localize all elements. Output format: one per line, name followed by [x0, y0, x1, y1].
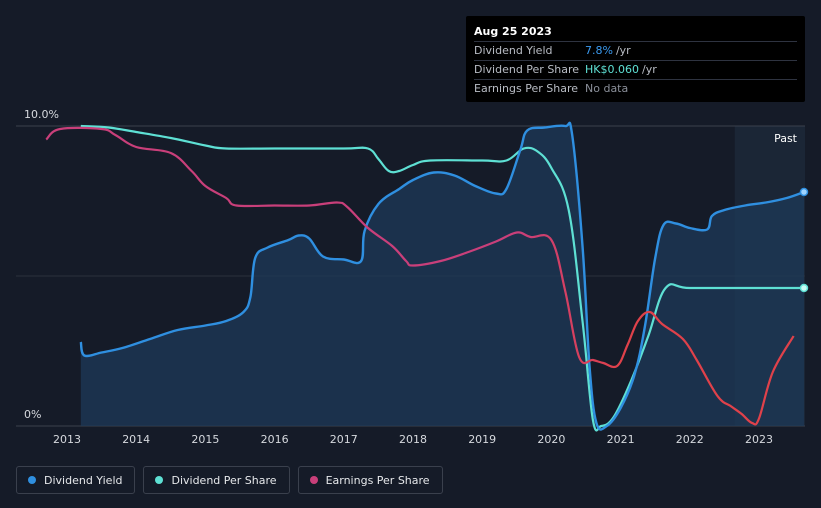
legend-label: Dividend Yield — [44, 473, 123, 487]
legend-item-dividend-per-share[interactable]: Dividend Per Share — [143, 466, 290, 494]
hover-tooltip: Aug 25 2023 Dividend Yield 7.8% /yr Divi… — [466, 16, 805, 102]
legend-item-dividend-yield[interactable]: Dividend Yield — [16, 466, 136, 494]
tooltip-row-name: Earnings Per Share — [474, 82, 579, 95]
tooltip-row-value: 7.8% — [585, 44, 613, 57]
y-axis-max-label: 10.0% — [24, 108, 59, 121]
tooltip-row-dividend-yield: Dividend Yield 7.8% /yr — [474, 42, 797, 61]
dividend-yield-end-marker[interactable] — [799, 187, 809, 197]
dividend-yield-line[interactable] — [79, 121, 805, 431]
x-tick-label: 2013 — [53, 433, 81, 446]
x-tick-label: 2018 — [399, 433, 427, 446]
legend-item-earnings-per-share[interactable]: Earnings Per Share — [297, 466, 443, 494]
x-tick-label: 2023 — [745, 433, 773, 446]
x-tick-label: 2016 — [261, 433, 289, 446]
x-tick-label: 2014 — [122, 433, 150, 446]
x-tick-label: 2020 — [537, 433, 565, 446]
dividend-per-share-end-marker[interactable] — [799, 283, 809, 293]
legend-label: Earnings Per Share — [325, 473, 430, 487]
tooltip-row-name: Dividend Yield — [474, 44, 553, 57]
x-tick-label: 2022 — [676, 433, 704, 446]
past-label: Past — [774, 132, 798, 145]
tooltip-row-name: Dividend Per Share — [474, 63, 580, 76]
x-tick-label: 2021 — [607, 433, 635, 446]
tooltip-date: Aug 25 2023 — [474, 22, 797, 42]
tooltip-row-value: HK$0.060 — [585, 63, 639, 76]
chart-legend: Dividend Yield Dividend Per Share Earnin… — [16, 466, 443, 494]
tooltip-row-earnings-per-share: Earnings Per Share No data — [474, 80, 797, 98]
legend-label: Dividend Per Share — [171, 473, 277, 487]
tooltip-row-value: No data — [585, 82, 629, 95]
earnings-per-share-path — [45, 126, 795, 426]
legend-dot-icon — [28, 476, 36, 484]
x-tick-label: 2015 — [191, 433, 219, 446]
legend-dot-icon — [309, 476, 318, 484]
tooltip-row-unit: /yr — [615, 44, 631, 57]
x-tick-label: 2019 — [468, 433, 496, 446]
tooltip-row-unit: /yr — [641, 63, 657, 76]
x-axis-ticks: 2013 2014 2015 2016 2017 2018 2019 2020 2021 2022… — [53, 433, 773, 446]
dividend-yield-area — [80, 122, 805, 430]
y-axis-min-label: 0% — [24, 408, 41, 421]
legend-dot-icon — [155, 476, 164, 484]
earnings-per-share-line[interactable] — [45, 126, 795, 426]
tooltip-row-dividend-per-share: Dividend Per Share HK$0.060 /yr — [474, 61, 797, 80]
x-tick-label: 2017 — [330, 433, 358, 446]
